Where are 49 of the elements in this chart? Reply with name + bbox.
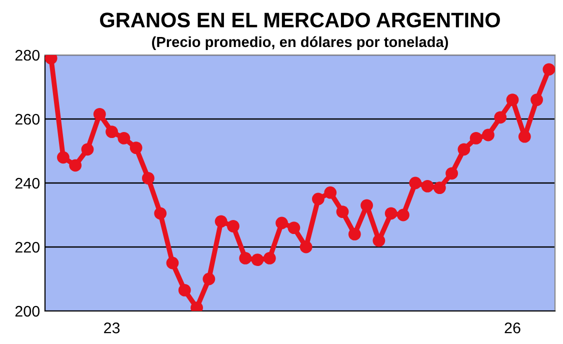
point (118, 132, 130, 144)
point (433, 182, 446, 194)
point (506, 94, 519, 106)
point (384, 207, 398, 220)
chart-title: GRANOS EN EL MERCADO ARGENTINO (100, 12, 500, 28)
point (336, 206, 349, 218)
point (202, 272, 216, 286)
point (372, 234, 386, 247)
point (397, 208, 410, 222)
chart-subtitle: (Precio promedio, en dólares por tonelada) (152, 36, 448, 50)
point (214, 215, 228, 228)
point (227, 220, 240, 232)
point (130, 142, 142, 154)
point (348, 228, 361, 240)
point (446, 167, 458, 180)
point (300, 240, 312, 254)
point (482, 128, 494, 142)
point (57, 151, 70, 164)
point (288, 222, 300, 234)
point (251, 254, 264, 266)
point (470, 132, 482, 144)
point (421, 180, 434, 192)
y-tick-label: 220 (15, 242, 40, 253)
y-tick-label: 240 (15, 178, 40, 189)
y-tick-label: 280 (15, 50, 40, 61)
x-tick-label: 23 (104, 322, 120, 334)
point (93, 108, 106, 120)
point (324, 186, 337, 199)
point (166, 256, 179, 270)
y-tick-label: 200 (15, 306, 40, 317)
point (518, 130, 531, 143)
point (458, 143, 470, 156)
point (263, 252, 276, 264)
point (542, 63, 555, 76)
point (530, 94, 543, 106)
point (69, 159, 82, 172)
point (142, 172, 154, 184)
x-tick-label: 26 (504, 322, 520, 334)
point (178, 284, 191, 296)
point (106, 126, 118, 138)
y-tick-label: 260 (15, 114, 40, 125)
point (494, 111, 507, 124)
point (276, 216, 288, 230)
point (239, 252, 252, 264)
line-series (45, 55, 555, 311)
point (409, 176, 422, 190)
point (81, 143, 94, 156)
point (154, 207, 167, 220)
point (312, 192, 324, 206)
